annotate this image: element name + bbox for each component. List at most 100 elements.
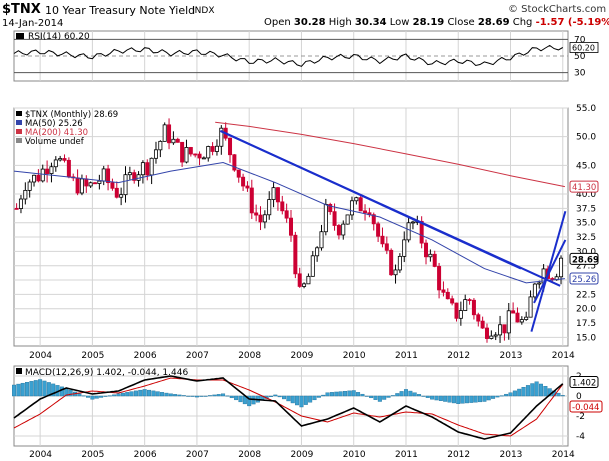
candle-body-64 [293,234,298,275]
price-xtick-2009: 2009 [290,351,313,361]
macd-hist-bar-77 [347,390,352,397]
candle-body-56 [258,214,263,223]
candle-body-43 [201,157,206,160]
macd-hist-bar-98 [438,395,443,401]
macd-hist-bar-73 [329,392,334,397]
macd-hist-bar-45 [207,395,212,397]
candle-body-57 [262,214,267,223]
candle-body-102 [458,310,463,319]
macd-hist-bar-113 [504,393,509,397]
macd-hist-bar-65 [295,395,300,406]
rsi-panel: 70 50 30 RSI(14) 60.20 60.20 [13,30,599,82]
macd-hist-bar-99 [443,395,448,402]
macd-hist-bar-38 [177,394,182,397]
candle-body-103 [463,299,468,311]
symbol-label: $TNX [2,2,41,17]
macd-legend: MACD(12,26,9) 1.402, -0.044, 1.446 [25,368,188,378]
close-value-tag: 28.69 [572,255,599,265]
macd-xtick-2009: 2009 [290,450,313,460]
candle-body-118 [528,296,533,318]
macd-ytick--2: -2 [576,412,585,422]
candle-body-101 [454,302,459,319]
macd-hist-bar-52 [238,395,243,403]
candle-body-83 [376,223,381,237]
candle-body-90 [406,222,411,241]
macd-hist-bar-115 [512,390,517,397]
rsi-ytick-30: 30 [574,69,586,79]
macd-hist-bar-51 [234,395,239,401]
candle-body-18 [93,182,98,185]
candle-body-79 [358,197,363,212]
macd-hist-bar-100 [447,395,452,403]
candle-body-106 [476,314,481,322]
candle-body-66 [302,283,307,287]
candle-body-1 [18,198,23,209]
macd-hist-bar-88 [395,393,400,397]
macd-xtick-2007: 2007 [186,450,209,460]
price-legend-0: $TNX (Monthly) 28.69 [25,110,118,120]
hist-value-box [569,400,603,413]
ma50-value-tag: 25.26 [572,275,596,285]
candle-body-77 [349,200,354,216]
price-ytick-15.0: 15.0 [576,333,596,343]
rsi-ytick-70: 70 [574,35,586,45]
macd-hist-bar-50 [229,395,234,399]
macd-hist-bar-30 [142,389,147,397]
macd-hist-bar-109 [486,395,491,401]
macd-hist-bar-29 [138,389,143,397]
candle-body-76 [345,214,350,225]
macd-hist-bar-90 [403,389,408,397]
macd-hist-bar-7 [42,380,47,397]
rsi-legend: RSI(14) 60.20 [28,32,90,42]
candle-body-125 [559,257,564,278]
candle-body-11 [62,158,67,161]
candle-body-96 [432,253,437,267]
candle-body-98 [441,289,446,293]
candle-body-60 [275,187,280,203]
candle-body-59 [271,187,276,200]
macd-hist-bar-26 [125,392,130,397]
rsi-current-box [569,42,599,53]
candle-body-46 [214,145,219,152]
price-xtick-2013: 2013 [500,351,523,361]
candle-body-30 [145,162,150,176]
price-xtick-2005: 2005 [81,351,104,361]
macd-hist-bar-69 [312,395,317,401]
macd-value-tag: 1.402 [572,378,596,388]
macd-frame [13,365,569,447]
candle-body-47 [219,127,224,147]
price-legend-2: MA(200) 41.30 [25,128,88,138]
macd-hist-bar-104 [464,395,469,404]
macd-hist-bar-94 [421,395,426,397]
candle-body-50 [232,154,237,171]
candle-body-33 [158,140,163,151]
macd-hist-bar-117 [521,387,526,397]
symbol-description: 10 Year Treasury Note Yield [45,4,196,17]
macd-hist-bar-93 [417,394,422,397]
macd-hist-bar-83 [373,395,378,400]
macd-hist-bar-64 [290,395,295,404]
macd-hist-bar-87 [390,395,395,397]
price-xtick-2012: 2012 [447,351,470,361]
macd-hist-bar-40 [186,395,191,397]
ma200-line [215,121,565,188]
candle-body-29 [140,162,145,176]
candle-body-44 [206,146,211,159]
macd-hist-bar-95 [425,395,430,398]
candle-body-27 [132,172,137,181]
candle-body-85 [384,243,389,251]
macd-hist-bar-102 [456,395,461,404]
macd-hist-bar-71 [321,394,326,397]
candle-body-36 [171,138,176,144]
macd-hist-bar-101 [451,395,456,404]
price-xtick-2007: 2007 [186,351,209,361]
candle-body-17 [88,182,93,187]
candle-body-2 [23,189,28,200]
candle-body-49 [228,137,233,156]
macd-hist-bar-86 [386,395,391,398]
macd-hist-bar-105 [469,395,474,403]
macd-hist-bar-46 [212,394,217,397]
candle-body-31 [149,157,154,176]
